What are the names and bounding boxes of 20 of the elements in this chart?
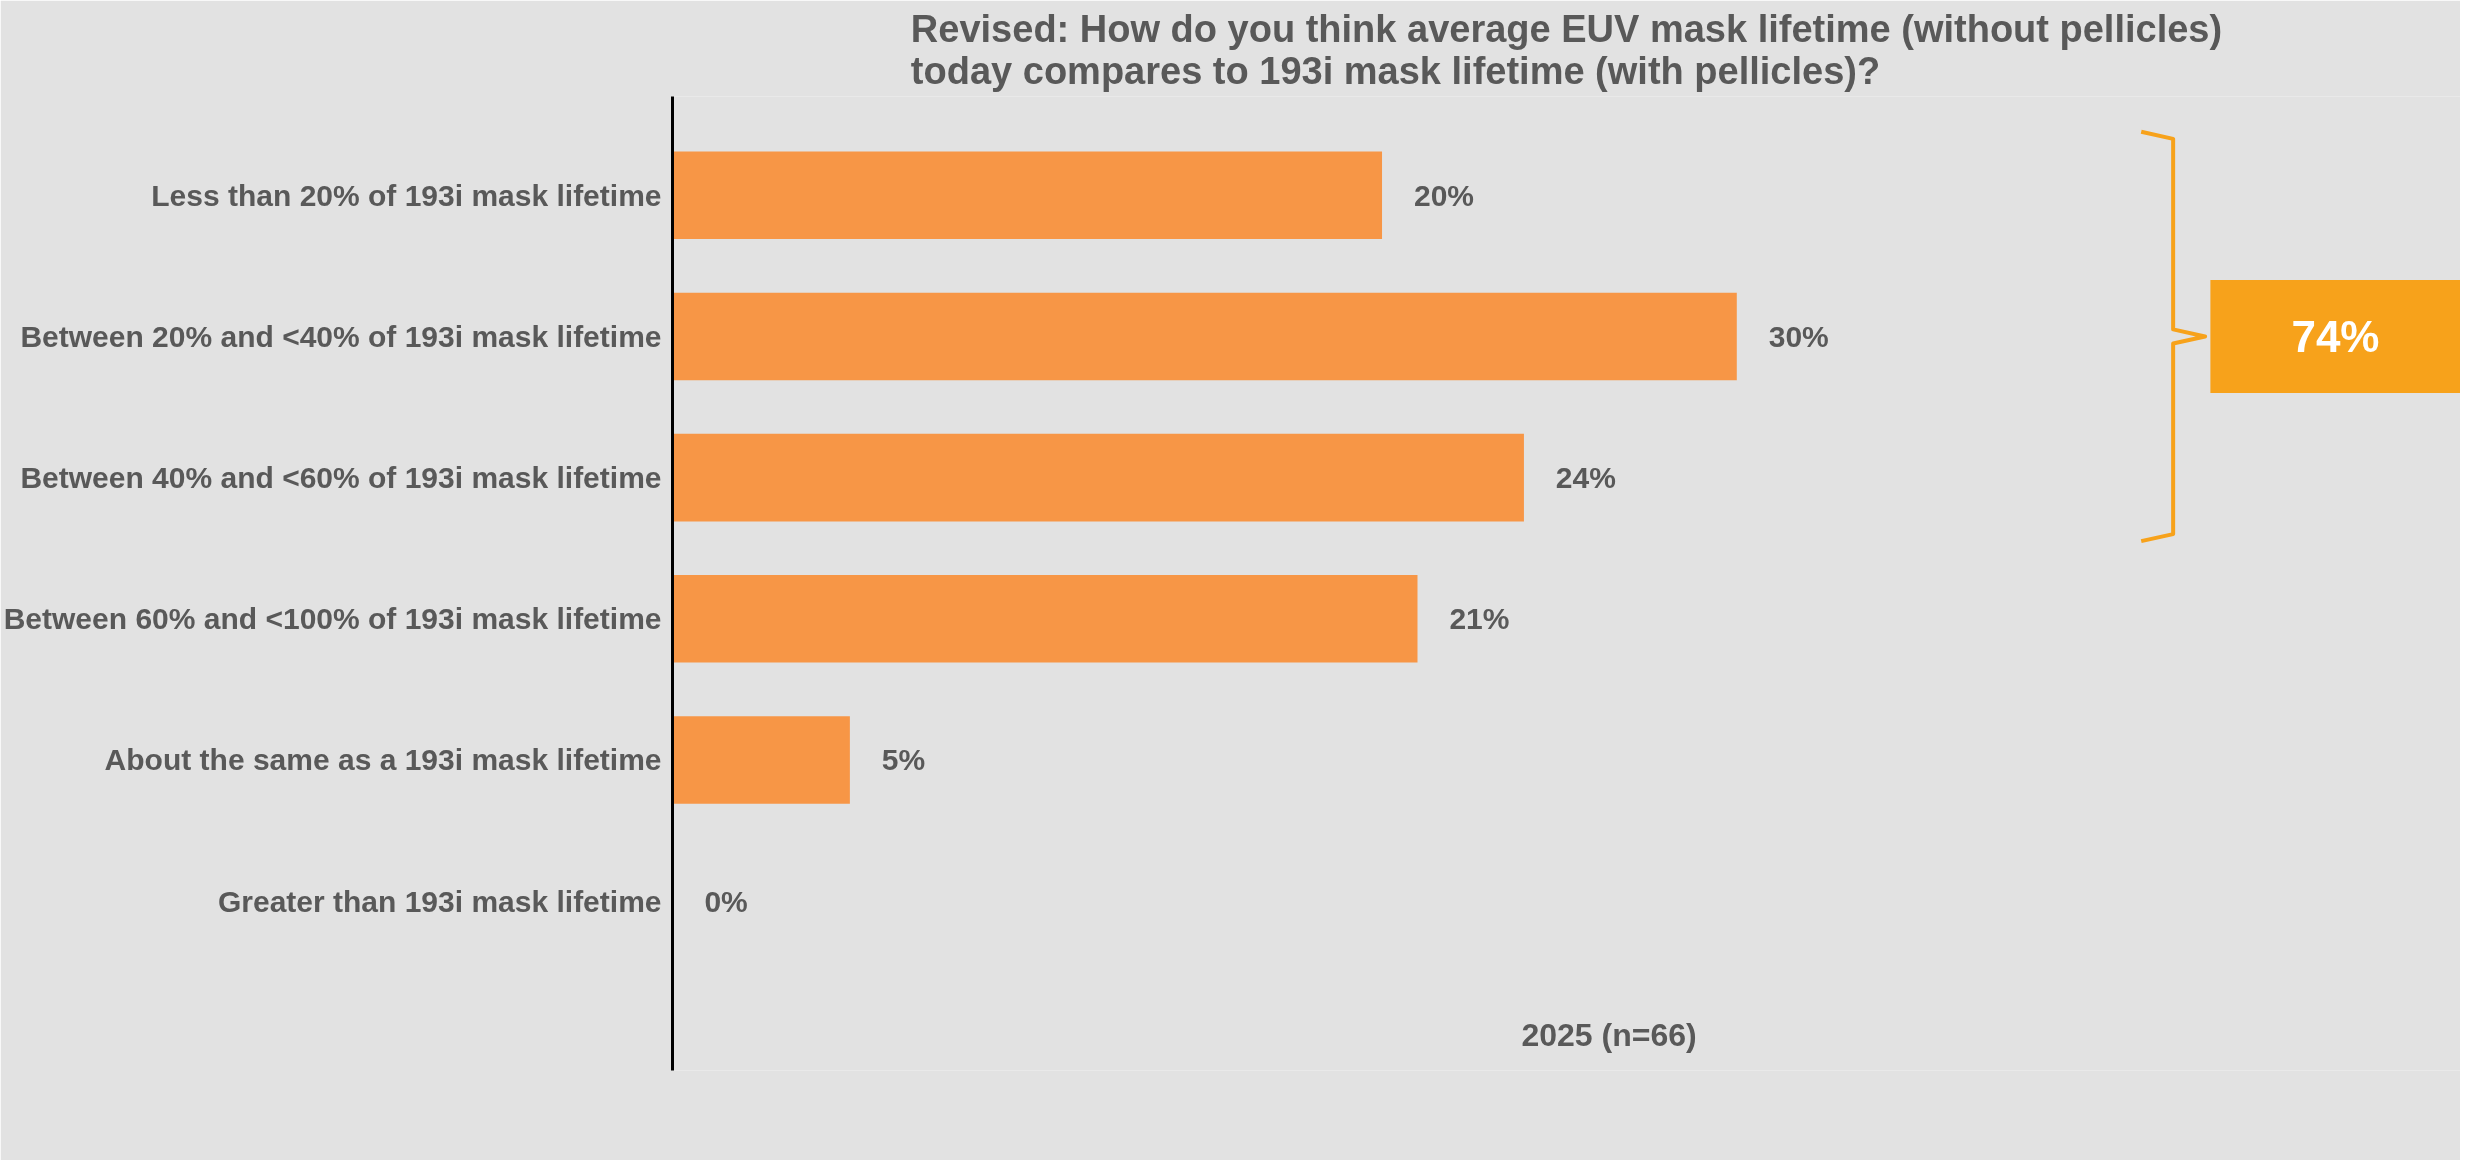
y-tick-label: Between 20% and <40% of 193i mask lifetime <box>20 319 662 353</box>
bar <box>672 716 850 804</box>
annotation: 2025 (n=66) <box>1521 1017 1697 1054</box>
data-label: 5% <box>881 743 926 777</box>
data-label: 21% <box>1449 602 1510 636</box>
bar <box>672 433 1524 522</box>
data-label: 30% <box>1768 319 1829 353</box>
data-label: 0% <box>704 884 748 918</box>
y-tick-label: Less than 20% of 193i mask lifetime <box>151 178 662 212</box>
y-tick-label: About the same as a 193i mask lifetime <box>104 743 662 777</box>
chart-title: Revised: How do you think average EUV mask lifetime (without pellicles) today compares to 193i mask lifetime (with pellicles)? <box>910 7 2223 92</box>
data-label: 20% <box>1413 178 1474 212</box>
y-tick-label: Between 40% and <60% of 193i mask lifetime <box>20 461 662 495</box>
y-tick-label: Between 60% and <100% of 193i mask lifetime <box>3 602 662 636</box>
bar <box>672 292 1737 381</box>
y-tick-label: Greater than 193i mask lifetime <box>217 884 662 918</box>
text: 74% <box>2291 311 2380 361</box>
bar <box>672 575 1418 663</box>
bar <box>672 151 1383 240</box>
data-label: 24% <box>1555 461 1616 495</box>
